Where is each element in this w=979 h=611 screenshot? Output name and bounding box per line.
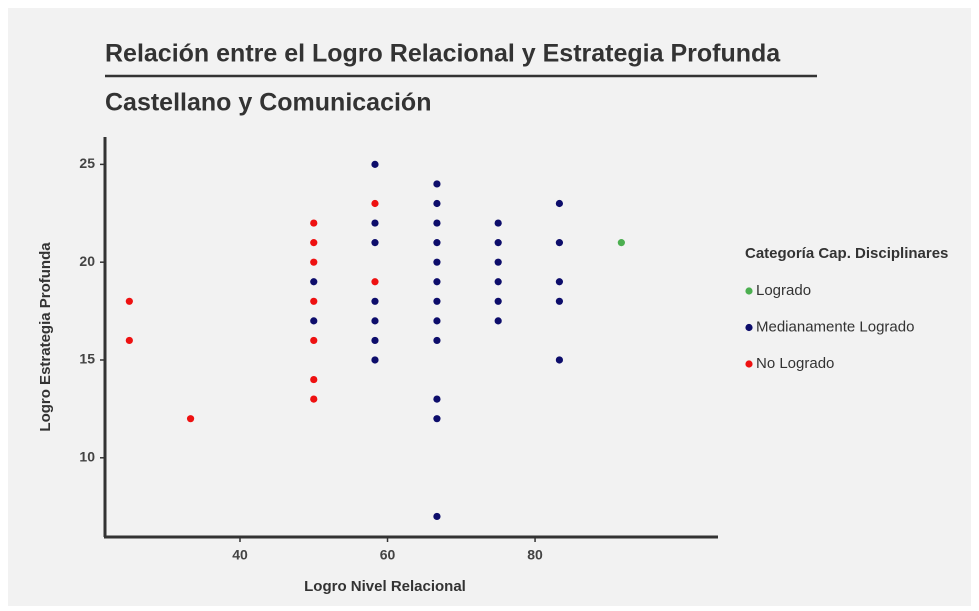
- legend-label: No Logrado: [756, 355, 834, 372]
- point: [433, 199, 441, 208]
- point: [125, 336, 133, 345]
- point: [310, 336, 318, 345]
- point: [310, 395, 318, 403]
- legend-label: Logrado: [756, 282, 811, 299]
- point: [310, 375, 318, 384]
- point: [310, 317, 318, 325]
- y-tick-label: 20: [79, 253, 95, 269]
- point: [433, 258, 441, 266]
- point: [371, 199, 379, 208]
- chart-title: Relación entre el Logro Relacional y Est…: [105, 40, 781, 68]
- point: [186, 415, 195, 423]
- point: [433, 219, 441, 227]
- y-tick-label: 25: [79, 155, 95, 171]
- point: [125, 297, 133, 305]
- x-axis-title: Logro Nivel Relacional: [304, 578, 466, 595]
- point: [433, 278, 441, 286]
- point: [310, 278, 318, 286]
- point: [310, 258, 318, 266]
- background: [8, 8, 971, 606]
- point: [555, 356, 564, 364]
- point: [371, 297, 379, 305]
- point: [371, 317, 379, 325]
- point: [310, 297, 318, 305]
- x-tick-label: 80: [527, 547, 543, 563]
- y-tick-label: 15: [79, 351, 95, 367]
- x-tick-label: 60: [380, 547, 396, 563]
- x-tick-label: 40: [232, 547, 248, 563]
- point: [617, 239, 625, 247]
- point: [494, 258, 502, 266]
- y-tick-label: 10: [79, 448, 95, 464]
- point: [433, 395, 441, 403]
- point: [433, 512, 441, 521]
- legend-title: Categoría Cap. Disciplinares: [745, 245, 948, 262]
- point: [371, 336, 379, 345]
- point: [310, 239, 318, 247]
- point: [555, 239, 564, 247]
- point: [433, 336, 441, 345]
- point: [494, 239, 502, 247]
- y-axis-title: Logro Estrategia Profunda: [37, 242, 54, 432]
- point: [494, 297, 502, 305]
- point: [555, 278, 564, 286]
- point: [371, 219, 379, 227]
- point: [494, 278, 502, 286]
- point: [494, 219, 502, 227]
- point: [433, 317, 441, 325]
- point: [433, 239, 441, 247]
- point: [371, 356, 379, 364]
- point: [371, 239, 379, 247]
- point: [555, 199, 564, 208]
- point: [310, 219, 318, 227]
- point: [494, 317, 502, 325]
- point: [555, 297, 564, 305]
- legend-swatch: [745, 287, 753, 295]
- legend-swatch: [745, 323, 753, 332]
- point: [433, 180, 441, 188]
- point: [371, 160, 379, 168]
- legend-label: Medianamente Logrado: [756, 318, 914, 335]
- point: [371, 278, 379, 286]
- point: [433, 415, 441, 423]
- legend-swatch: [745, 360, 753, 368]
- point: [433, 297, 441, 305]
- chart-subtitle: Castellano y Comunicación: [105, 89, 431, 117]
